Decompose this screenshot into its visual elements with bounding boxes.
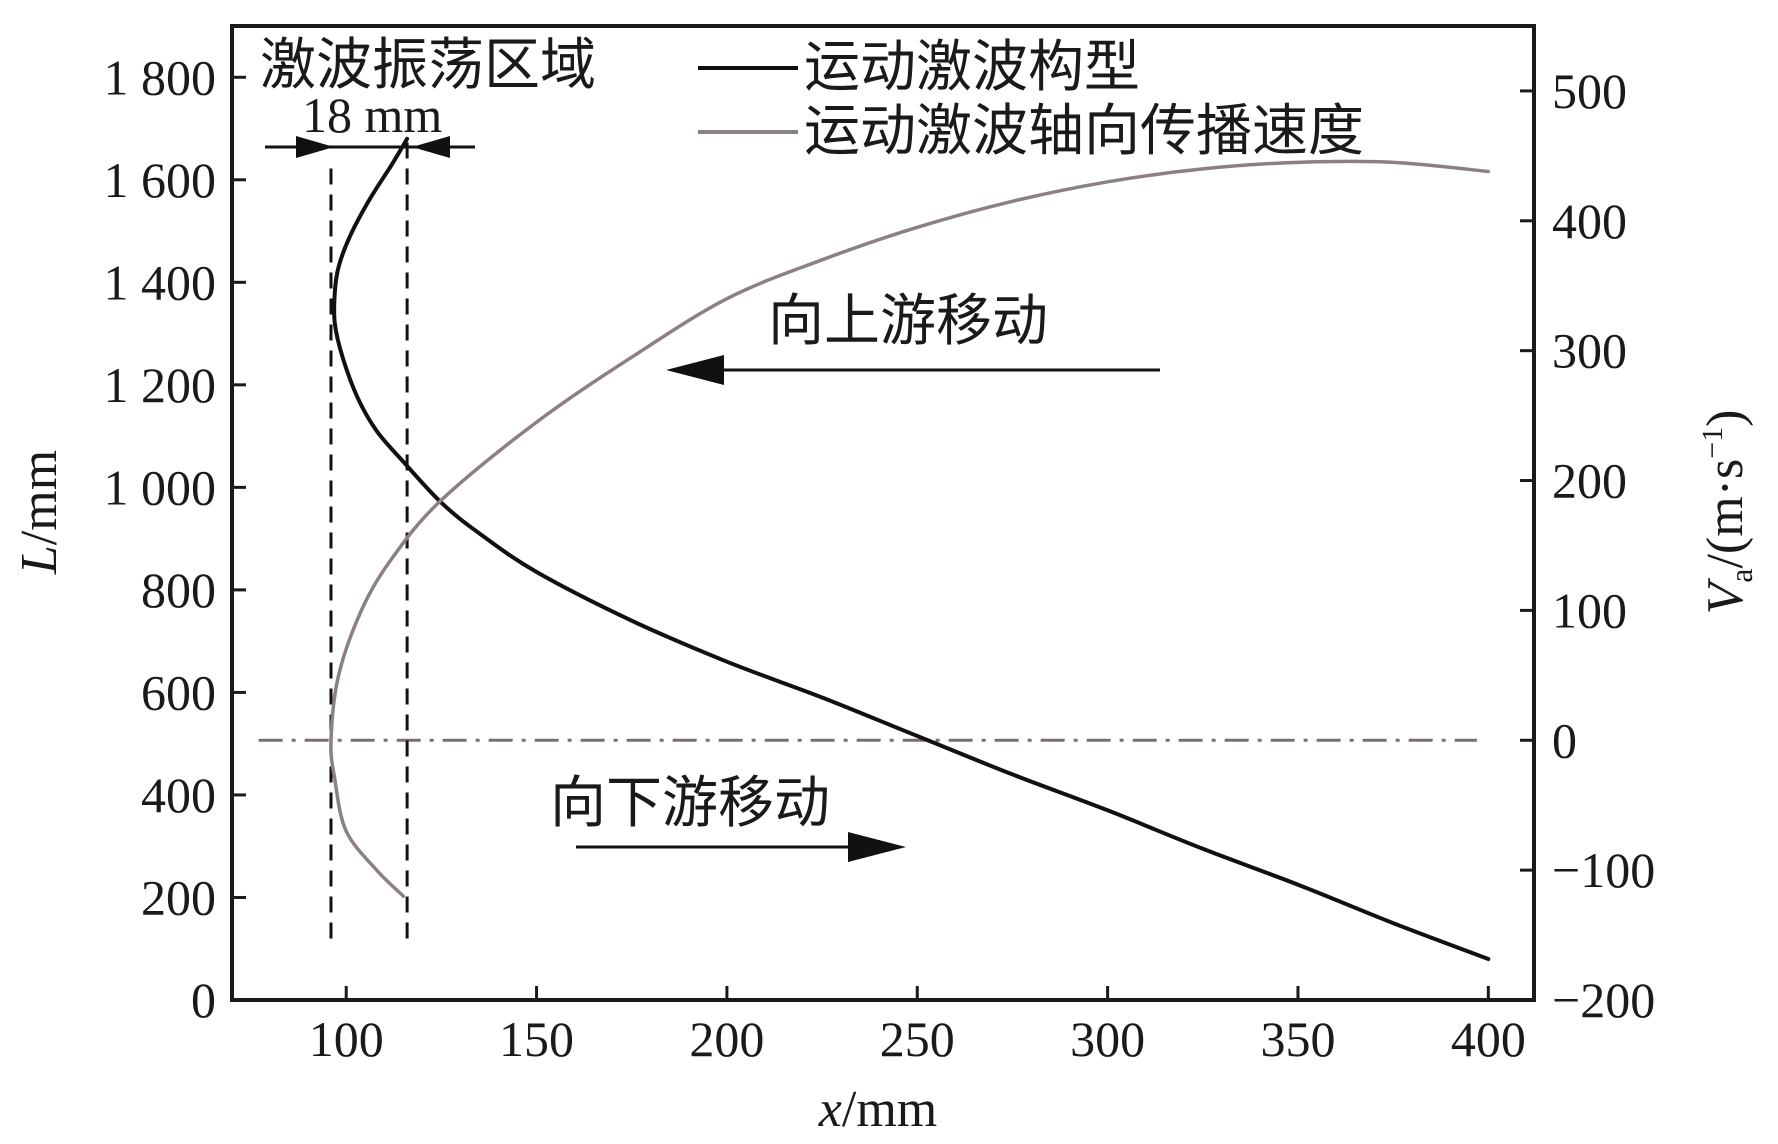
y-left-tick-label: 0 bbox=[191, 972, 216, 1028]
arrow-left-icon bbox=[666, 355, 724, 385]
y-right-tick-label: −200 bbox=[1552, 972, 1655, 1028]
x-tick-label: 200 bbox=[689, 1011, 764, 1067]
width-arrow-right-icon bbox=[296, 136, 334, 158]
y-right-tick-label: 400 bbox=[1552, 193, 1627, 249]
oscillation-width-label: 18 mm bbox=[302, 87, 442, 143]
arrow-right-icon bbox=[848, 832, 906, 862]
x-tick-label: 250 bbox=[880, 1011, 955, 1067]
upstream-arrow bbox=[666, 355, 1160, 385]
y-left-axis-ticks: 0 200 400 600 800 1 000 1 200 1 400 1 600 1 800 bbox=[104, 49, 246, 1028]
y-right-axis-title: Va/(m·s−1) bbox=[1696, 410, 1759, 615]
y-left-axis-title: L/mm bbox=[11, 450, 68, 575]
y-right-tick-label: 100 bbox=[1552, 582, 1627, 638]
downstream-arrow bbox=[576, 832, 906, 862]
y-left-tick-label: 800 bbox=[141, 562, 216, 618]
width-dimension-arrows bbox=[265, 136, 475, 158]
y-right-tick-label: 0 bbox=[1552, 712, 1577, 768]
x-tick-label: 300 bbox=[1070, 1011, 1145, 1067]
x-tick-label: 400 bbox=[1451, 1011, 1526, 1067]
series-layer bbox=[329, 136, 1491, 961]
y-left-tick-label: 1 600 bbox=[104, 152, 217, 208]
x-tick-label: 350 bbox=[1260, 1011, 1335, 1067]
x-axis-title: x/mm bbox=[818, 1081, 937, 1138]
x-axis-ticks: 100 150 200 250 300 350 400 bbox=[309, 986, 1526, 1067]
x-tick-label: 150 bbox=[499, 1011, 574, 1067]
upstream-label: 向上游移动 bbox=[768, 289, 1048, 354]
x-tick-label: 100 bbox=[309, 1011, 384, 1067]
downstream-label: 向下游移动 bbox=[550, 771, 830, 836]
legend-label-shock-shape: 运动激波构型 bbox=[804, 35, 1140, 100]
y-left-tick-label: 600 bbox=[141, 664, 216, 720]
oscillation-region-label: 激波振荡区域 bbox=[260, 33, 596, 98]
legend-label-shock-velocity: 运动激波轴向传播速度 bbox=[804, 99, 1364, 164]
y-right-tick-label: 300 bbox=[1552, 323, 1627, 379]
y-right-tick-label: 200 bbox=[1552, 453, 1627, 509]
y-left-tick-label: 400 bbox=[141, 767, 216, 823]
series-line-shock-shape bbox=[332, 136, 1491, 961]
plot-frame bbox=[230, 24, 1536, 1002]
series-line-shock-velocity bbox=[329, 159, 1491, 898]
y-right-tick-label: 500 bbox=[1552, 63, 1627, 119]
y-left-tick-label: 1 200 bbox=[104, 357, 217, 413]
y-right-tick-label: −100 bbox=[1552, 842, 1655, 898]
y-left-tick-label: 200 bbox=[141, 869, 216, 925]
y-right-axis-ticks: −200 −100 0 100 200 300 400 500 bbox=[1520, 63, 1655, 1028]
width-arrow-left-icon bbox=[412, 136, 450, 158]
legend: 运动激波构型 运动激波轴向传播速度 bbox=[698, 35, 1364, 164]
y-left-tick-label: 1 400 bbox=[104, 254, 217, 310]
y-left-tick-label: 1 800 bbox=[104, 49, 217, 105]
y-left-tick-label: 1 000 bbox=[104, 459, 217, 515]
